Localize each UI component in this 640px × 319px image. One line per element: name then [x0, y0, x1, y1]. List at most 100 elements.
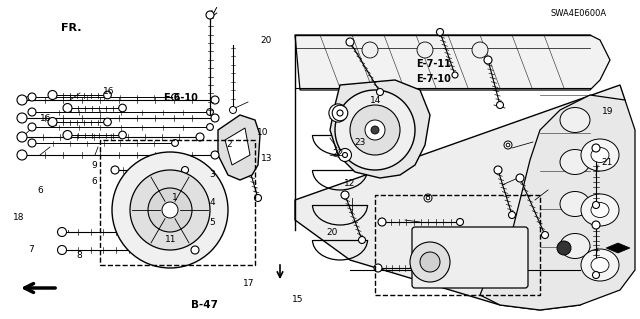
Text: 18: 18: [13, 213, 25, 222]
Circle shape: [376, 88, 383, 95]
Text: 9: 9: [92, 161, 97, 170]
Circle shape: [494, 166, 502, 174]
Text: B-47: B-47: [191, 300, 218, 310]
Circle shape: [456, 219, 463, 226]
Text: 20: 20: [326, 228, 338, 237]
Circle shape: [63, 130, 72, 139]
Circle shape: [58, 227, 67, 236]
Circle shape: [350, 105, 400, 155]
Circle shape: [112, 152, 228, 268]
Text: 7: 7: [28, 245, 33, 254]
Circle shape: [358, 236, 365, 243]
Ellipse shape: [581, 139, 619, 171]
Circle shape: [172, 93, 179, 100]
Circle shape: [365, 120, 385, 140]
Text: 22: 22: [333, 149, 344, 158]
Circle shape: [426, 196, 430, 200]
Circle shape: [28, 108, 36, 116]
Text: 14: 14: [370, 96, 381, 105]
Text: SWA4E0600A: SWA4E0600A: [550, 9, 607, 18]
Text: 16: 16: [103, 87, 115, 96]
Circle shape: [255, 195, 262, 202]
Text: 19: 19: [602, 107, 613, 115]
Circle shape: [239, 144, 247, 152]
Circle shape: [337, 110, 343, 116]
Circle shape: [148, 188, 192, 232]
Circle shape: [592, 144, 600, 152]
Text: 5: 5: [210, 218, 215, 227]
Circle shape: [593, 271, 600, 278]
Circle shape: [172, 140, 179, 146]
Circle shape: [516, 174, 524, 182]
Circle shape: [28, 93, 36, 101]
Circle shape: [541, 232, 548, 239]
Text: 12: 12: [344, 179, 356, 188]
Circle shape: [362, 42, 378, 58]
Circle shape: [472, 42, 488, 58]
Polygon shape: [218, 115, 260, 180]
Circle shape: [118, 131, 126, 139]
Circle shape: [420, 252, 440, 272]
Text: 3: 3: [210, 170, 215, 179]
Circle shape: [191, 228, 199, 236]
Text: E-6-10: E-6-10: [163, 93, 198, 103]
Circle shape: [17, 95, 27, 105]
Circle shape: [341, 191, 349, 199]
Ellipse shape: [591, 203, 609, 218]
Circle shape: [17, 150, 27, 160]
Polygon shape: [225, 128, 250, 165]
Circle shape: [104, 91, 111, 99]
Text: 2: 2: [227, 140, 232, 149]
Ellipse shape: [591, 147, 609, 162]
Text: 8: 8: [77, 251, 82, 260]
Polygon shape: [295, 35, 610, 90]
Circle shape: [17, 132, 27, 142]
Circle shape: [207, 108, 213, 115]
Circle shape: [230, 107, 237, 114]
Circle shape: [509, 211, 515, 219]
Circle shape: [206, 11, 214, 19]
Text: 13: 13: [260, 154, 272, 163]
Circle shape: [436, 28, 444, 35]
Circle shape: [211, 96, 219, 104]
Ellipse shape: [591, 257, 609, 272]
Circle shape: [118, 104, 126, 112]
Circle shape: [48, 117, 57, 127]
Polygon shape: [330, 80, 430, 178]
Text: E-7-11: E-7-11: [416, 59, 451, 70]
Circle shape: [196, 133, 204, 141]
Circle shape: [17, 113, 27, 123]
Text: 11: 11: [165, 235, 177, 244]
Text: 1: 1: [172, 193, 177, 202]
Polygon shape: [606, 243, 630, 253]
Text: 10: 10: [257, 128, 268, 137]
Circle shape: [424, 194, 432, 202]
Text: FR.: FR.: [61, 23, 81, 33]
Text: 23: 23: [354, 138, 365, 147]
Polygon shape: [295, 85, 625, 310]
Circle shape: [63, 103, 72, 113]
Polygon shape: [480, 95, 635, 310]
Ellipse shape: [560, 191, 590, 217]
Circle shape: [557, 241, 571, 255]
Circle shape: [374, 264, 382, 272]
Circle shape: [339, 149, 351, 161]
Text: 16: 16: [40, 114, 52, 123]
Circle shape: [497, 101, 504, 108]
Circle shape: [162, 202, 178, 218]
Circle shape: [484, 56, 492, 64]
Ellipse shape: [560, 150, 590, 174]
Circle shape: [104, 118, 111, 126]
Circle shape: [342, 152, 348, 158]
Circle shape: [452, 72, 458, 78]
Circle shape: [28, 139, 36, 147]
Ellipse shape: [581, 249, 619, 281]
Circle shape: [329, 104, 347, 122]
Circle shape: [58, 246, 67, 255]
Circle shape: [211, 151, 219, 159]
Circle shape: [28, 123, 36, 131]
Circle shape: [593, 202, 600, 209]
Text: 15: 15: [292, 295, 303, 304]
Circle shape: [410, 242, 450, 282]
Circle shape: [335, 90, 415, 170]
